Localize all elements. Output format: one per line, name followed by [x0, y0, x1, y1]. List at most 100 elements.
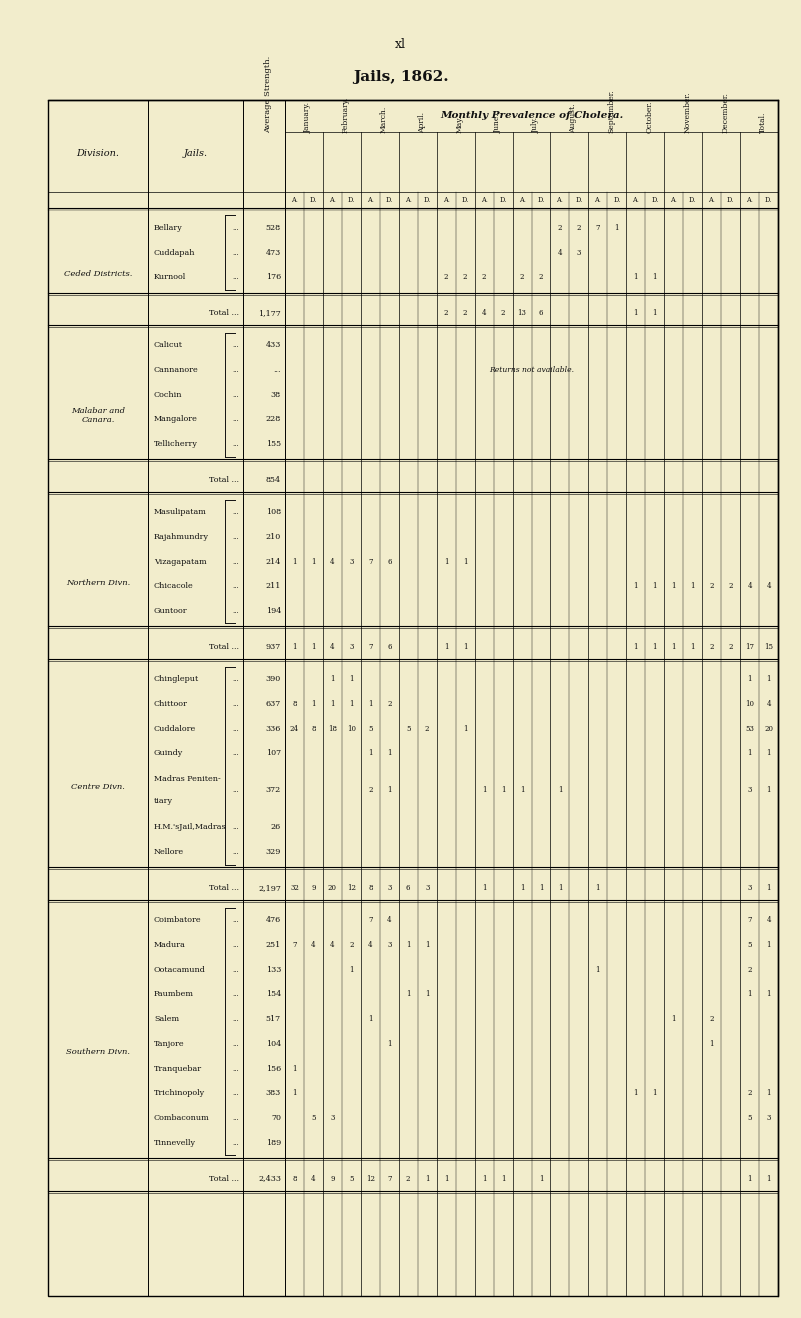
Text: ...: ... [232, 509, 239, 517]
Text: Ceded Districts.: Ceded Districts. [64, 269, 132, 278]
Text: 20: 20 [328, 884, 337, 892]
Text: 1: 1 [634, 273, 638, 281]
Text: 1: 1 [653, 643, 657, 651]
Text: 1: 1 [596, 966, 600, 974]
Text: 1: 1 [767, 990, 771, 998]
Text: 5: 5 [747, 941, 752, 949]
Text: 2: 2 [444, 273, 449, 281]
Text: 2: 2 [368, 787, 372, 795]
Text: 1: 1 [292, 643, 296, 651]
Text: 7: 7 [596, 224, 600, 232]
Text: ...: ... [232, 1065, 239, 1073]
Text: xl: xl [395, 38, 406, 51]
Text: Guindy: Guindy [154, 749, 183, 758]
Text: D.: D. [461, 196, 469, 204]
Text: 1: 1 [690, 583, 695, 590]
Text: 1: 1 [520, 884, 525, 892]
Text: 8: 8 [292, 700, 296, 708]
Text: 1: 1 [463, 643, 468, 651]
Text: Coimbatore: Coimbatore [154, 916, 202, 924]
Text: 1: 1 [557, 787, 562, 795]
Text: A.: A. [557, 196, 563, 204]
Text: 1: 1 [653, 310, 657, 318]
Text: 10: 10 [347, 725, 356, 733]
Text: ...: ... [232, 224, 239, 232]
Text: 1: 1 [368, 700, 372, 708]
Text: Calicut: Calicut [154, 341, 183, 349]
Text: 1: 1 [330, 675, 335, 683]
Text: 3: 3 [349, 558, 353, 565]
Text: 1: 1 [671, 1015, 676, 1023]
Text: tiary: tiary [154, 797, 173, 805]
Text: Madura: Madura [154, 941, 186, 949]
Text: 1: 1 [557, 884, 562, 892]
Text: 4: 4 [330, 643, 335, 651]
Text: Combaconum: Combaconum [154, 1114, 210, 1122]
Text: D.: D. [689, 196, 696, 204]
Text: 8: 8 [292, 1174, 296, 1182]
Text: 1: 1 [444, 1174, 449, 1182]
Text: ...: ... [232, 1015, 239, 1023]
Text: 26: 26 [271, 824, 281, 832]
Text: 1: 1 [767, 941, 771, 949]
Text: 211: 211 [266, 583, 281, 590]
Text: 1: 1 [539, 1174, 543, 1182]
Text: Total ...: Total ... [209, 643, 239, 651]
Text: 2: 2 [747, 1089, 752, 1098]
Text: 189: 189 [266, 1139, 281, 1147]
Text: A.: A. [405, 196, 412, 204]
Text: Malabar and
Canara.: Malabar and Canara. [71, 407, 125, 424]
Text: Returns not available.: Returns not available. [489, 366, 574, 374]
Text: 6: 6 [387, 643, 392, 651]
Text: ...: ... [232, 990, 239, 998]
Text: 228: 228 [266, 415, 281, 423]
Text: 5: 5 [312, 1114, 316, 1122]
Text: 12: 12 [347, 884, 356, 892]
Text: ...: ... [232, 916, 239, 924]
Text: 1,177: 1,177 [258, 310, 281, 318]
Text: 194: 194 [266, 608, 281, 616]
Text: 1: 1 [444, 643, 449, 651]
Text: A.: A. [518, 196, 525, 204]
Text: ...: ... [232, 341, 239, 349]
Text: April.: April. [418, 112, 425, 133]
Text: 2: 2 [387, 700, 392, 708]
Text: 2: 2 [406, 1174, 410, 1182]
Text: 336: 336 [266, 725, 281, 733]
Text: 1: 1 [747, 749, 752, 758]
Text: 7: 7 [368, 558, 372, 565]
Text: 1: 1 [312, 558, 316, 565]
Text: 2,433: 2,433 [258, 1174, 281, 1182]
Text: 2: 2 [425, 725, 429, 733]
Text: 476: 476 [266, 916, 281, 924]
Text: Total ...: Total ... [209, 884, 239, 892]
Text: D.: D. [348, 196, 355, 204]
Text: 3: 3 [387, 884, 392, 892]
Text: Jails, 1862.: Jails, 1862. [352, 70, 449, 84]
Text: 53: 53 [745, 725, 754, 733]
Text: August.: August. [570, 104, 578, 133]
Text: 2: 2 [501, 310, 505, 318]
Text: 8: 8 [368, 884, 372, 892]
Text: 7: 7 [292, 941, 296, 949]
Text: Jails.: Jails. [183, 149, 207, 158]
Text: Bellary: Bellary [154, 224, 183, 232]
Text: A.: A. [670, 196, 677, 204]
Text: Division.: Division. [77, 149, 119, 158]
Text: D.: D. [575, 196, 582, 204]
Text: 7: 7 [747, 916, 752, 924]
Text: December.: December. [721, 92, 729, 133]
Text: D.: D. [385, 196, 393, 204]
Text: A.: A. [329, 196, 336, 204]
Text: 4: 4 [368, 941, 372, 949]
Text: 1: 1 [653, 1089, 657, 1098]
Text: 1: 1 [634, 583, 638, 590]
Text: Cochin: Cochin [154, 390, 183, 398]
Text: 4: 4 [482, 310, 486, 318]
Text: 6: 6 [406, 884, 410, 892]
Text: 2: 2 [728, 583, 733, 590]
Text: 5: 5 [406, 725, 410, 733]
Text: 3: 3 [330, 1114, 335, 1122]
Text: ...: ... [232, 532, 239, 540]
Text: ...: ... [232, 787, 239, 795]
